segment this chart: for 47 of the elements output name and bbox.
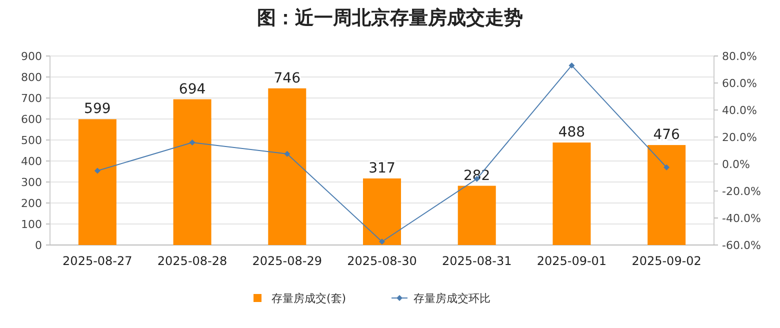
point (568, 62, 575, 68)
y2-tick-label: 60.0% (722, 77, 757, 90)
y2-tick-label: 20.0% (722, 131, 757, 144)
bar (363, 178, 401, 245)
x-tick-label: 2025-09-02 (632, 254, 702, 268)
y-tick-label: 600 (21, 113, 42, 126)
chart-title: 图：近一周北京存量房成交走势 (257, 7, 523, 29)
y-tick-label: 700 (21, 92, 42, 105)
bar (458, 186, 496, 245)
x-tick-label: 2025-08-30 (347, 254, 417, 268)
x-tick-label: 2025-08-31 (442, 254, 512, 268)
y-tick-label: 500 (21, 134, 42, 147)
y-tick-label: 200 (21, 197, 42, 210)
data-label: 694 (178, 81, 206, 98)
y2-tick-label: -20.0% (722, 185, 761, 198)
y-tick-label: 800 (21, 71, 42, 84)
point (664, 164, 670, 170)
data-label: 746 (274, 70, 301, 86)
y2-tick-label: 0.0% (722, 158, 750, 171)
x-tick-label: 2025-08-29 (252, 254, 322, 268)
y2-tick-label: -60.0% (722, 239, 761, 252)
bar (78, 119, 116, 245)
bar (268, 88, 306, 245)
data-label: 488 (558, 124, 586, 141)
bar (173, 99, 212, 245)
y2-tick-label: -40.0% (722, 212, 761, 225)
data-label: 599 (84, 101, 111, 118)
bar (648, 145, 686, 245)
bar (552, 142, 591, 245)
x-tick-label: 2025-08-27 (62, 254, 132, 268)
y-tick-label: 900 (21, 50, 42, 63)
legend-label: 存量房成交环比 (414, 292, 490, 305)
point (284, 150, 290, 157)
point (379, 238, 385, 245)
y2-tick-label: 40.0% (722, 104, 757, 117)
y-tick-label: 400 (21, 155, 42, 168)
y-tick-label: 100 (21, 218, 42, 231)
x-tick-label: 2025-09-01 (536, 254, 607, 268)
y2-tick-label: 80.0% (722, 50, 757, 63)
data-label: 317 (368, 160, 396, 176)
legend-label: 存量房成交(套) (272, 292, 346, 305)
data-label: 476 (653, 127, 680, 144)
x-tick-label: 2025-08-28 (157, 254, 228, 268)
y-tick-label: 300 (21, 176, 42, 189)
point (189, 140, 196, 146)
y-tick-label: 0 (35, 239, 42, 252)
point (94, 168, 100, 174)
